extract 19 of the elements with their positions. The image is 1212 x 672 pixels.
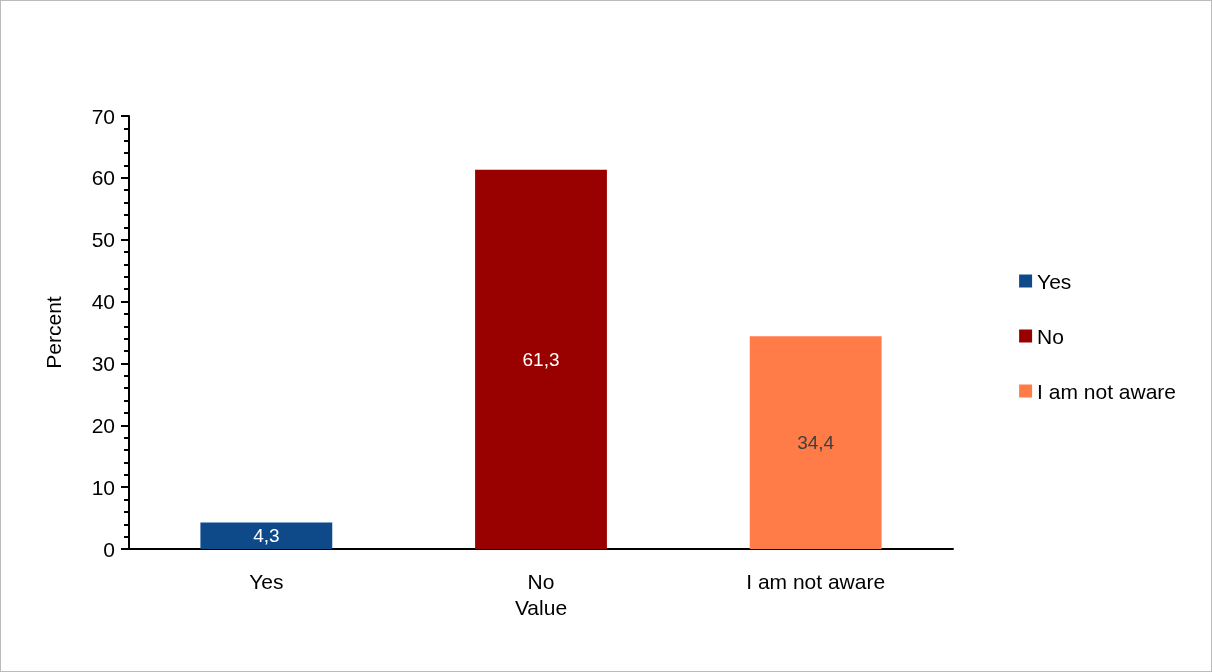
x-axis-title: Value: [514, 595, 568, 619]
y-tick-label: 40: [91, 290, 115, 314]
legend-label: I am not aware: [1037, 379, 1177, 403]
x-tick-label: Yes: [249, 570, 284, 593]
data-label: 4,3: [253, 525, 280, 547]
y-tick-label: 20: [91, 413, 115, 437]
data-label: 34,4: [797, 432, 835, 454]
y-axis-title: Percent: [42, 296, 65, 369]
x-tick-label: No: [527, 570, 555, 593]
y-tick-label: 70: [91, 104, 115, 128]
x-tick-label: I am not aware: [746, 570, 886, 593]
legend-label: Yes: [1037, 269, 1072, 293]
legend-label: No: [1037, 324, 1064, 348]
y-tick-label: 30: [91, 351, 115, 375]
y-tick-label: 60: [91, 166, 115, 190]
data-label: 61,3: [522, 348, 560, 370]
y-tick-label: 50: [91, 228, 115, 252]
y-tick-label: 0: [103, 537, 115, 561]
y-tick-label: 10: [91, 475, 115, 499]
